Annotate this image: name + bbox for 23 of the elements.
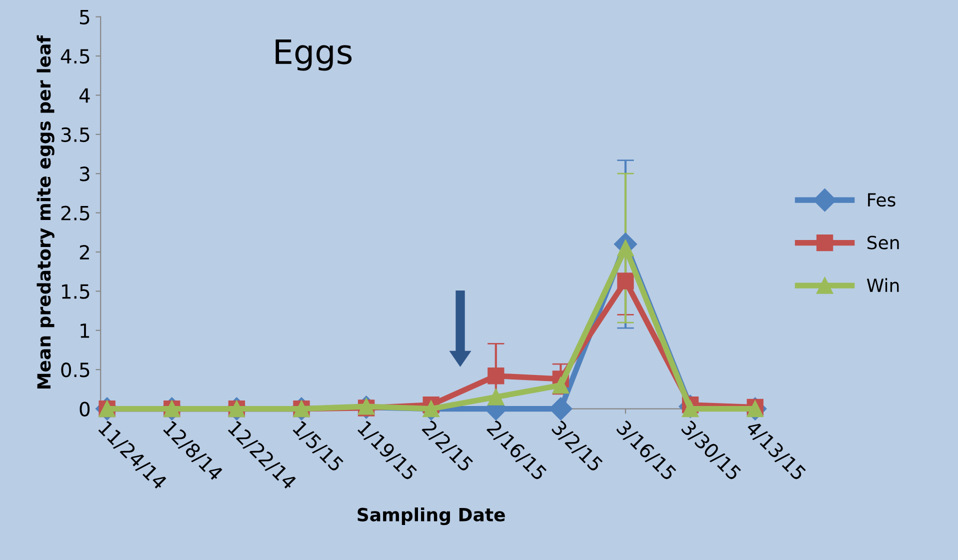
y-tick-label: 2 bbox=[80, 244, 89, 260]
y-axis-title: Mean predatory mite eggs per leaf bbox=[36, 35, 54, 389]
y-tick-label: 1.5 bbox=[62, 284, 90, 299]
y-tick-label: 0.5 bbox=[61, 362, 90, 378]
legend-label: Win bbox=[866, 278, 899, 292]
y-tick-label: 4.5 bbox=[60, 49, 90, 64]
y-tick-label: 2.5 bbox=[61, 206, 90, 220]
y-tick-label: 3.5 bbox=[61, 127, 90, 142]
point bbox=[682, 400, 699, 418]
text: Eggs bbox=[276, 40, 352, 71]
point bbox=[422, 400, 440, 418]
y-tick-label: 5 bbox=[80, 10, 90, 24]
point bbox=[552, 376, 570, 394]
y-tick-label: 3 bbox=[80, 166, 90, 182]
point bbox=[488, 388, 504, 406]
legend-label: Fes bbox=[868, 193, 896, 207]
legend-label: Sen bbox=[867, 236, 899, 250]
y-tick-label: 1 bbox=[80, 324, 90, 338]
x-axis-title: Sampling Date bbox=[358, 507, 505, 526]
point bbox=[617, 272, 634, 290]
point bbox=[488, 368, 504, 384]
y-tick-label: 0 bbox=[80, 402, 90, 416]
y-tick-label: 4 bbox=[79, 88, 90, 103]
